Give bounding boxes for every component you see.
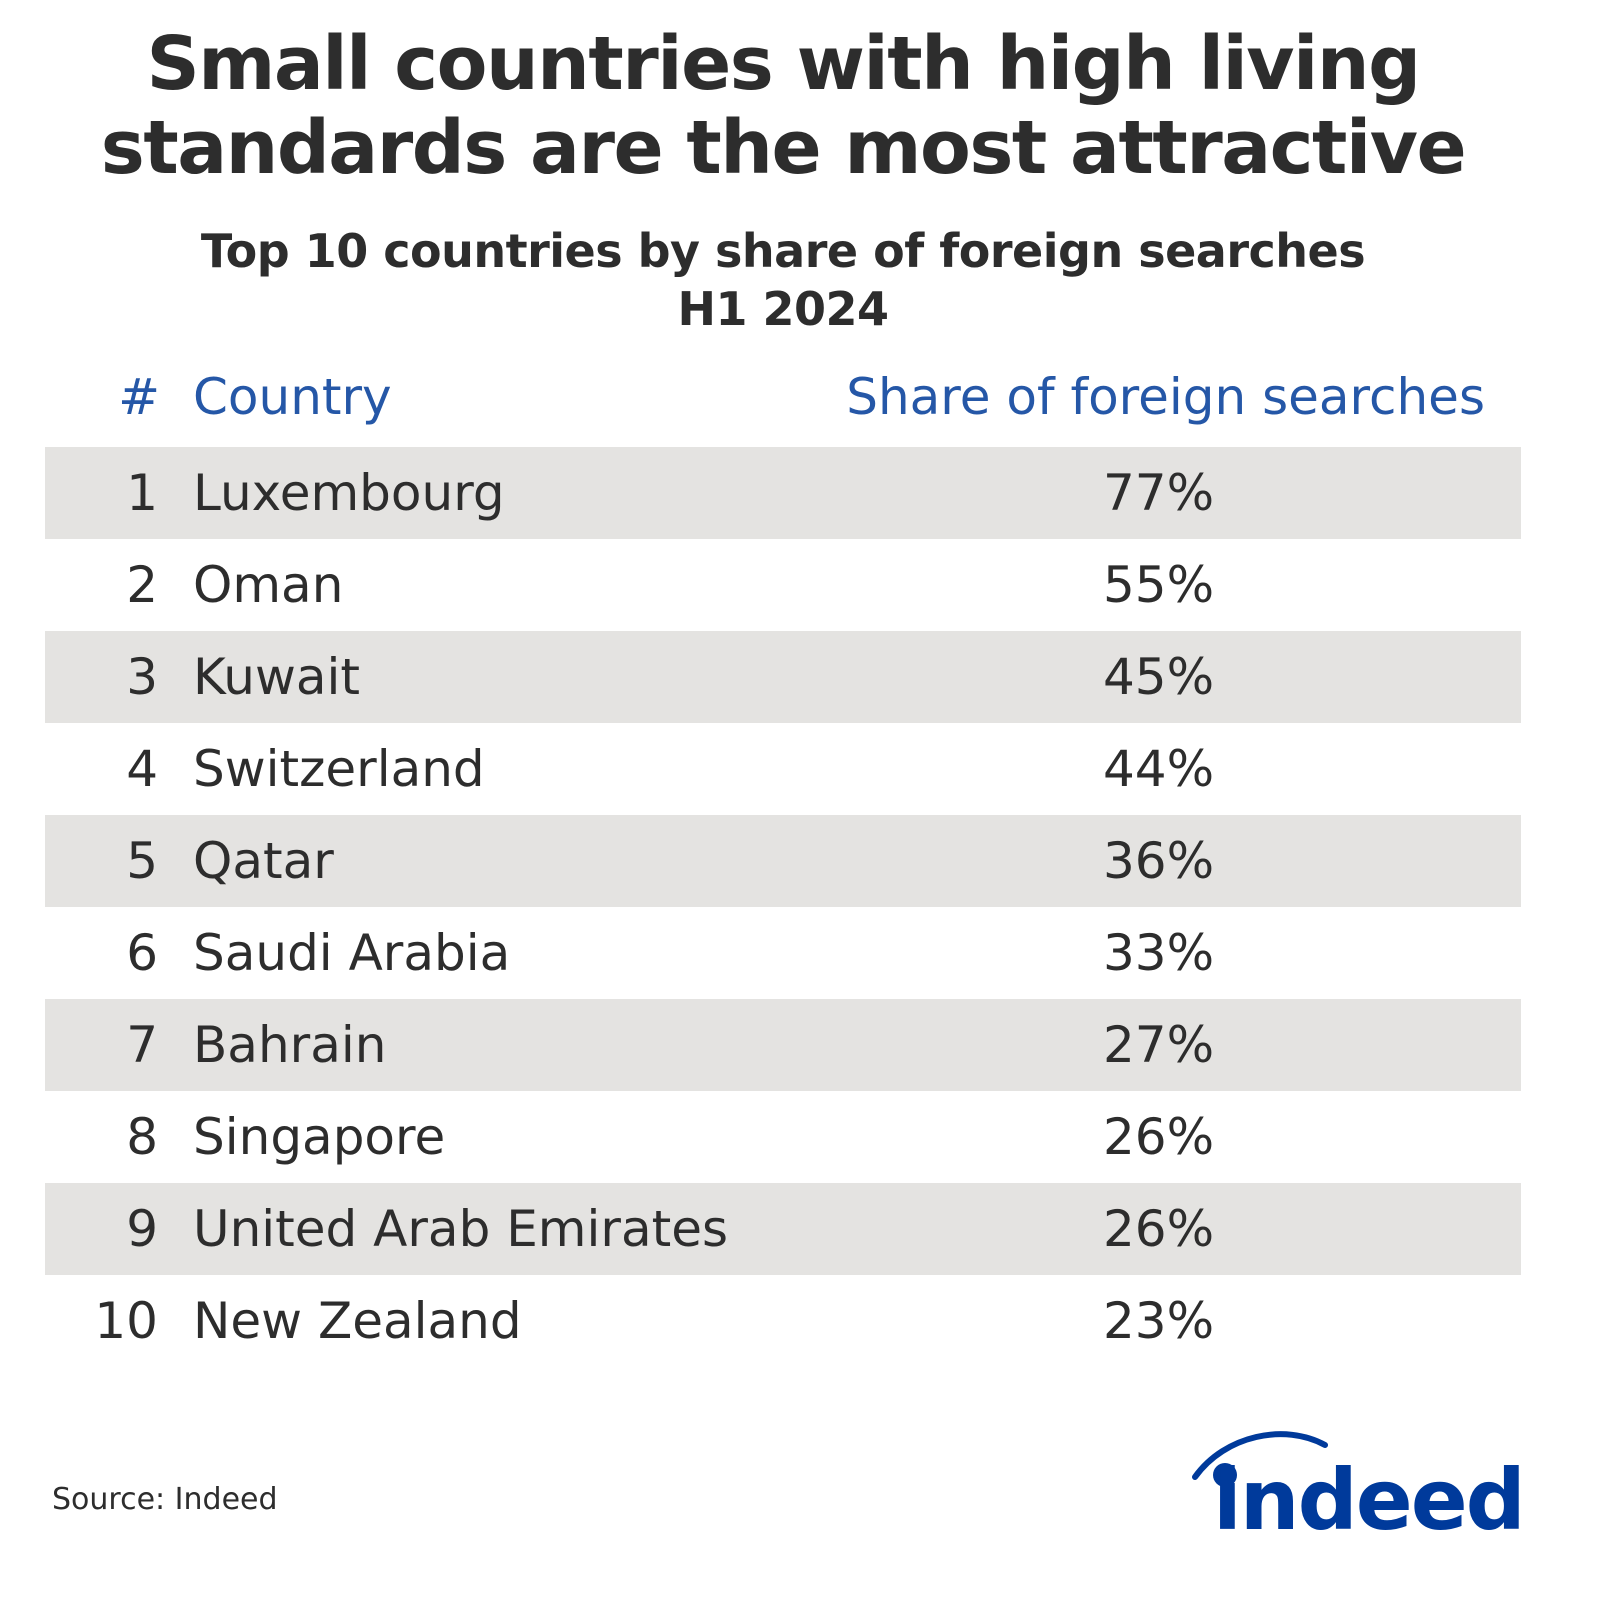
country-cell: Qatar: [193, 832, 334, 890]
table-row: 2 Oman 55%: [45, 539, 1521, 631]
chart-title: Small countries with high living standar…: [0, 22, 1566, 190]
country-cell: Saudi Arabia: [193, 924, 511, 982]
indeed-logo: indeed: [1192, 1431, 1525, 1549]
country-cell: Switzerland: [193, 740, 485, 798]
title-line-2: standards are the most attractive: [100, 105, 1467, 191]
value-cell: 26%: [1103, 1200, 1215, 1258]
table-header: # Country Share of foreign searches: [45, 368, 1521, 438]
table-row: 6 Saudi Arabia 33%: [45, 907, 1521, 999]
title-line-1: Small countries with high living: [146, 21, 1421, 107]
rank-cell: 8: [126, 1108, 158, 1166]
country-cell: Singapore: [193, 1108, 446, 1166]
rank-cell: 1: [126, 464, 158, 522]
value-cell: 44%: [1103, 740, 1215, 798]
country-cell: Luxembourg: [193, 464, 505, 522]
country-cell: Bahrain: [193, 1016, 387, 1074]
value-cell: 77%: [1103, 464, 1215, 522]
rank-cell: 7: [126, 1016, 158, 1074]
country-cell: Kuwait: [193, 648, 361, 706]
header-country: Country: [193, 368, 392, 426]
rank-cell: 9: [126, 1200, 158, 1258]
country-cell: United Arab Emirates: [193, 1200, 729, 1258]
rank-cell: 5: [126, 832, 158, 890]
table-body: 1 Luxembourg 77% 2 Oman 55% 3 Kuwait 45%…: [45, 447, 1521, 1367]
table-row: 3 Kuwait 45%: [45, 631, 1521, 723]
country-cell: New Zealand: [193, 1292, 522, 1350]
logo-arc-icon: [1192, 1431, 1328, 1480]
chart-subtitle: Top 10 countries by share of foreign sea…: [0, 222, 1566, 338]
rank-cell: 4: [126, 740, 158, 798]
subtitle-line-1: Top 10 countries by share of foreign sea…: [200, 224, 1366, 278]
value-cell: 33%: [1103, 924, 1215, 982]
table-row: 1 Luxembourg 77%: [45, 447, 1521, 539]
table-row: 4 Switzerland 44%: [45, 723, 1521, 815]
value-cell: 55%: [1103, 556, 1215, 614]
value-cell: 23%: [1103, 1292, 1215, 1350]
table-row: 5 Qatar 36%: [45, 815, 1521, 907]
rank-cell: 10: [94, 1292, 158, 1350]
table-row: 9 United Arab Emirates 26%: [45, 1183, 1521, 1275]
table-row: 7 Bahrain 27%: [45, 999, 1521, 1091]
rank-cell: 3: [126, 648, 158, 706]
header-rank: #: [118, 368, 160, 426]
rank-cell: 2: [126, 556, 158, 614]
value-cell: 27%: [1103, 1016, 1215, 1074]
table-row: 10 New Zealand 23%: [45, 1275, 1521, 1367]
value-cell: 26%: [1103, 1108, 1215, 1166]
source-note: Source: Indeed: [52, 1482, 278, 1517]
subtitle-line-2: H1 2024: [677, 282, 889, 336]
value-cell: 45%: [1103, 648, 1215, 706]
logo-wordmark: indeed: [1213, 1451, 1524, 1549]
value-cell: 36%: [1103, 832, 1215, 890]
rank-cell: 6: [126, 924, 158, 982]
header-share: Share of foreign searches: [846, 368, 1485, 426]
table-row: 8 Singapore 26%: [45, 1091, 1521, 1183]
country-cell: Oman: [193, 556, 344, 614]
